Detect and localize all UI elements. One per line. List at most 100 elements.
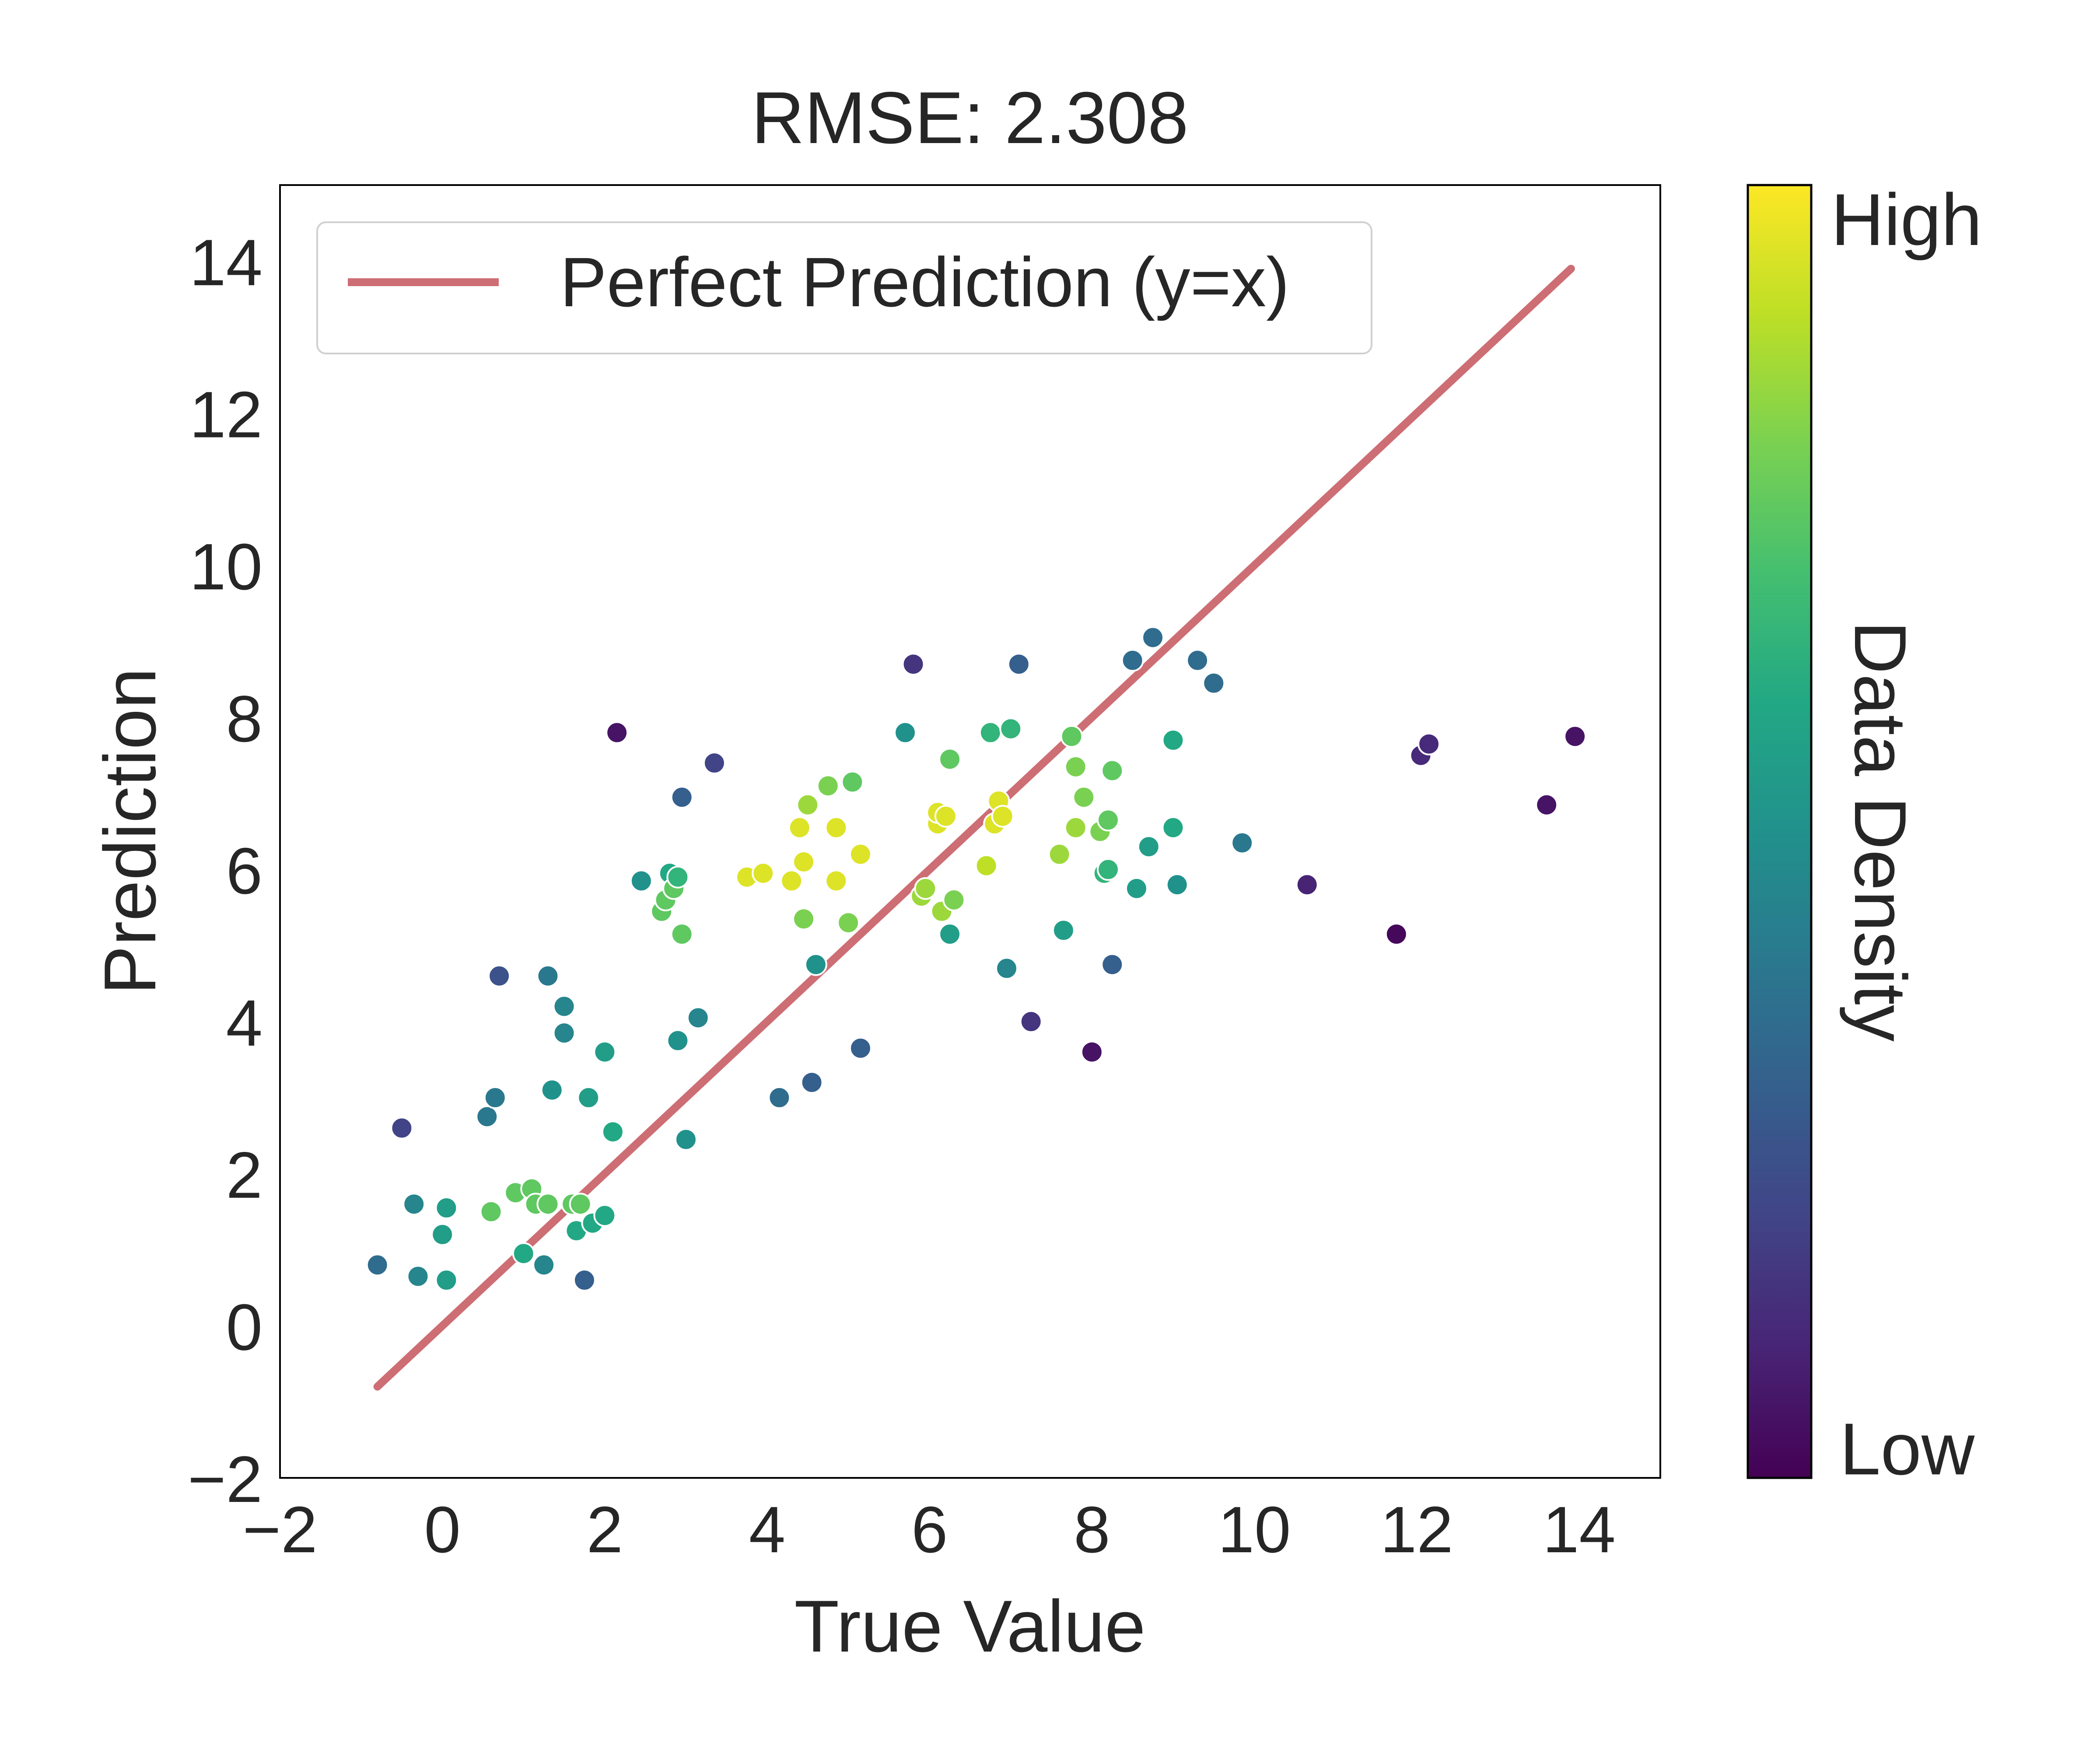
- scatter-point: [1162, 728, 1185, 752]
- scatter-point: [792, 907, 816, 931]
- scatter-point: [1048, 843, 1071, 866]
- scatter-point: [606, 721, 629, 744]
- scatter-point: [674, 1128, 697, 1151]
- scatter-point: [703, 752, 726, 775]
- y-tick-label: −2: [188, 1442, 262, 1516]
- scatter-point: [1072, 786, 1096, 809]
- scatter-point: [991, 805, 1014, 828]
- scatter-point: [431, 1223, 454, 1246]
- scatter-point: [1007, 653, 1030, 676]
- scatter-point: [540, 1078, 564, 1102]
- scatter-point: [630, 869, 653, 892]
- scatter-point: [768, 1086, 791, 1109]
- scatter-points: [366, 626, 1587, 1292]
- scatter-point: [752, 862, 775, 885]
- scatter-point: [577, 1086, 600, 1109]
- scatter-point: [1064, 755, 1087, 778]
- scatter-point: [1141, 626, 1165, 649]
- scatter-point: [1101, 953, 1124, 976]
- scatter-point: [804, 953, 827, 976]
- scatter-point: [942, 888, 966, 911]
- scatter-point: [796, 793, 819, 816]
- y-tick-label: 4: [226, 986, 262, 1060]
- scatter-point: [1019, 1010, 1043, 1033]
- colorbar-high-label: High: [1831, 178, 1982, 261]
- scatter-point: [593, 1040, 616, 1064]
- scatter-point: [1564, 725, 1587, 748]
- x-tick-label: 10: [1218, 1493, 1291, 1566]
- scatter-point: [483, 1086, 507, 1109]
- y-tick-label: 2: [226, 1138, 262, 1212]
- scatter-point: [666, 1029, 690, 1052]
- chart-title: RMSE: 2.308: [751, 77, 1188, 159]
- scatter-point: [1535, 793, 1558, 816]
- scatter-point: [488, 964, 511, 987]
- legend-box: [316, 221, 1372, 354]
- scatter-point: [1295, 873, 1319, 896]
- scatter-point: [792, 850, 816, 874]
- scatter-point: [512, 1242, 535, 1265]
- scatter-point: [837, 911, 860, 934]
- scatter-point: [406, 1265, 430, 1288]
- scatter-point: [1125, 877, 1148, 900]
- x-tick-labels: −2 0 2 4 6 8 10 12 14: [242, 1493, 1615, 1566]
- x-tick-label: 4: [749, 1493, 785, 1566]
- scatter-point: [780, 869, 803, 892]
- scatter-point: [536, 1193, 560, 1216]
- scatter-point: [601, 1120, 624, 1144]
- scatter-point: [480, 1200, 503, 1223]
- scatter-point: [816, 774, 840, 798]
- scatter-point: [1385, 923, 1408, 946]
- y-tick-label: 0: [226, 1290, 262, 1364]
- scatter-point: [402, 1193, 426, 1216]
- y-tick-label: 14: [189, 226, 262, 299]
- scatter-point: [849, 1036, 872, 1060]
- x-tick-label: 12: [1380, 1493, 1453, 1566]
- scatter-point: [1060, 725, 1083, 748]
- x-tick-label: 6: [911, 1493, 948, 1566]
- scatter-point: [938, 923, 962, 946]
- scatter-point: [435, 1269, 458, 1292]
- scatter-point: [536, 964, 560, 987]
- scatter-point: [476, 1105, 499, 1128]
- y-tick-labels: −2 0 2 4 6 8 10 12 14: [188, 226, 262, 1516]
- scatter-point: [390, 1116, 413, 1140]
- scatter-point: [979, 721, 1002, 744]
- scatter-point: [1064, 816, 1087, 839]
- scatter-point: [995, 957, 1018, 980]
- scatter-point: [800, 1071, 823, 1094]
- y-tick-label: 10: [189, 530, 262, 603]
- scatter-point: [825, 869, 848, 892]
- scatter-point: [934, 805, 957, 828]
- scatter-point: [1052, 919, 1075, 942]
- scatter-point: [902, 653, 925, 676]
- scatter-point: [670, 923, 693, 946]
- y-tick-label: 6: [226, 834, 262, 907]
- scatter-point: [1101, 759, 1124, 782]
- scatter-point: [666, 865, 690, 889]
- colorbar-low-label: Low: [1840, 1408, 1975, 1490]
- scatter-point: [593, 1204, 616, 1227]
- y-tick-label: 12: [189, 378, 262, 451]
- scatter-point: [1080, 1040, 1103, 1064]
- legend: Perfect Prediction (y=x): [316, 221, 1372, 354]
- scatter-point: [553, 995, 576, 1018]
- x-tick-label: 0: [424, 1493, 460, 1566]
- scatter-point: [914, 877, 937, 900]
- x-tick-label: 14: [1543, 1493, 1616, 1566]
- y-tick-label: 8: [226, 682, 262, 756]
- x-axis-label: True Value: [794, 1585, 1145, 1667]
- scatter-point: [569, 1193, 592, 1216]
- colorbar: [1746, 184, 1813, 1479]
- colorbar-label: Data Density: [1839, 621, 1922, 1042]
- scatter-point: [1137, 835, 1160, 858]
- scatter-point: [1418, 732, 1441, 756]
- scatter-point: [532, 1253, 556, 1277]
- x-tick-label: −2: [242, 1493, 317, 1566]
- scatter-point: [435, 1196, 458, 1219]
- scatter-point: [1166, 873, 1189, 896]
- scatter-point: [938, 748, 962, 771]
- scatter-point: [1097, 808, 1120, 832]
- scatter-point: [366, 1253, 389, 1277]
